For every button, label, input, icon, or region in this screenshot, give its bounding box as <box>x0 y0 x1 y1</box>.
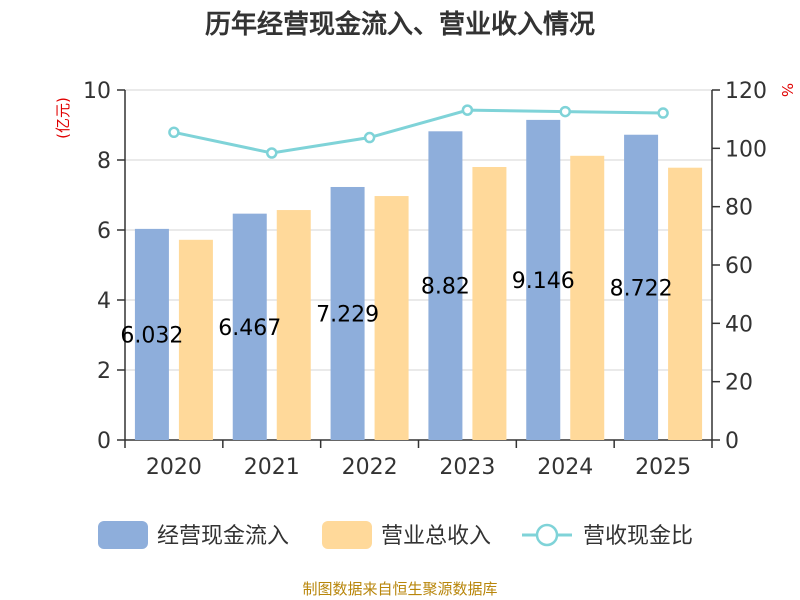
right-tick-label: 100 <box>725 137 767 162</box>
left-tick-label: 8 <box>97 149 111 174</box>
legend-label-cash-inflow: 经营现金流入 <box>157 524 289 549</box>
legend-label-ratio: 营收现金比 <box>583 524 693 549</box>
legend-marker-ratio <box>535 523 559 547</box>
bar-cash-inflow <box>134 228 169 440</box>
right-tick-label: 120 <box>725 79 767 104</box>
ratio-point <box>363 131 376 144</box>
bar-revenue <box>276 210 311 440</box>
gridlines <box>125 89 712 441</box>
right-axis-unit: % <box>778 83 796 97</box>
bar-revenue <box>668 167 703 440</box>
bar-revenue <box>374 196 409 440</box>
ratio-line <box>168 104 669 159</box>
x-tick-label: 2025 <box>635 455 691 480</box>
bar-value-label: 6.467 <box>218 316 281 341</box>
ratio-point <box>168 126 180 139</box>
right-tick-label: 20 <box>725 371 753 396</box>
right-tick-label: 40 <box>725 312 753 337</box>
bar-cash-inflow <box>232 213 267 440</box>
left-tick-label: 0 <box>97 429 111 454</box>
legend-swatch-revenue <box>322 521 372 549</box>
left-axis-unit: (亿元) <box>54 97 72 139</box>
bar-value-label: 8.82 <box>421 275 470 300</box>
right-tick-label: 0 <box>725 429 739 454</box>
bar-value-label: 9.146 <box>512 269 575 294</box>
source-footer: 制图数据来自恒生聚源数据库 <box>302 580 497 598</box>
bar-cash-inflow <box>330 186 365 440</box>
ratio-point <box>657 107 669 119</box>
bar-revenue <box>472 167 507 440</box>
legend: 经营现金流入 营业总收入 营收现金比 <box>98 521 693 549</box>
legend-label-revenue: 营业总收入 <box>381 524 491 549</box>
bar-value-label: 8.722 <box>610 276 673 301</box>
left-tick-label: 10 <box>83 79 111 104</box>
ratio-point <box>266 147 278 159</box>
bar-revenue <box>178 239 213 440</box>
ratio-point <box>559 105 571 118</box>
right-tick-label: 80 <box>725 196 753 221</box>
x-tick-label: 2023 <box>439 455 495 480</box>
data-labels: 6.032 6.467 7.229 8.82 9.146 8.722 <box>120 269 672 348</box>
x-tick-label: 2024 <box>537 455 593 480</box>
x-tick-label: 2021 <box>244 455 300 480</box>
bar-cash-inflow <box>624 134 659 441</box>
ratio-point <box>461 104 474 116</box>
legend-swatch-cash-inflow <box>98 521 148 549</box>
ratio-line-path <box>173 108 664 155</box>
bar-value-label: 7.229 <box>316 302 379 327</box>
bar-cash-inflow <box>526 119 561 440</box>
bar-revenue <box>570 155 605 441</box>
bars <box>134 119 703 441</box>
x-tick-label: 2020 <box>146 455 202 480</box>
x-tick-label: 2022 <box>342 455 398 480</box>
left-tick-label: 6 <box>97 219 111 244</box>
bar-value-label: 6.032 <box>120 323 183 348</box>
right-tick-label: 60 <box>725 254 753 279</box>
bar-cash-inflow <box>428 131 463 441</box>
left-tick-label: 2 <box>97 359 111 384</box>
left-tick-label: 4 <box>97 289 111 314</box>
chart-title: 历年经营现金流入、营业收入情况 <box>205 9 595 40</box>
